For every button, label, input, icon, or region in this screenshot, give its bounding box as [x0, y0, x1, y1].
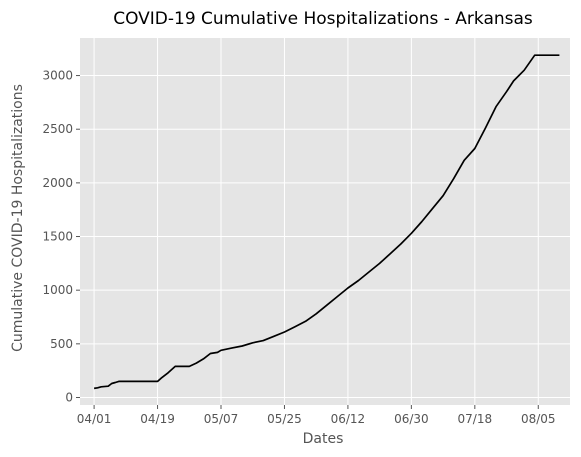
x-tick-label: 06/12	[331, 412, 366, 426]
plot-area	[80, 38, 570, 405]
x-tick-label: 07/18	[458, 412, 493, 426]
x-tick-label: 06/30	[394, 412, 429, 426]
y-tick-label: 3000	[42, 69, 73, 83]
series-line	[93, 54, 560, 390]
y-tick-label: 1500	[42, 230, 73, 244]
y-tick-label: 2000	[42, 176, 73, 190]
chart-title: COVID-19 Cumulative Hospitalizations - A…	[113, 9, 533, 29]
y-axis-title: Cumulative COVID-19 Hospitalizations	[10, 84, 26, 352]
x-tick-label: 08/05	[521, 412, 556, 426]
y-tick-label: 2500	[42, 122, 73, 136]
x-tick-label: 04/01	[77, 412, 112, 426]
y-tick-label: 1000	[42, 283, 73, 297]
x-tick-label: 05/07	[204, 412, 239, 426]
x-axis-title: Dates	[303, 431, 344, 447]
x-tick-label: 05/25	[267, 412, 302, 426]
y-tick-label: 500	[50, 337, 73, 351]
y-tick-label: 0	[65, 390, 73, 404]
x-tick-label: 04/19	[140, 412, 175, 426]
